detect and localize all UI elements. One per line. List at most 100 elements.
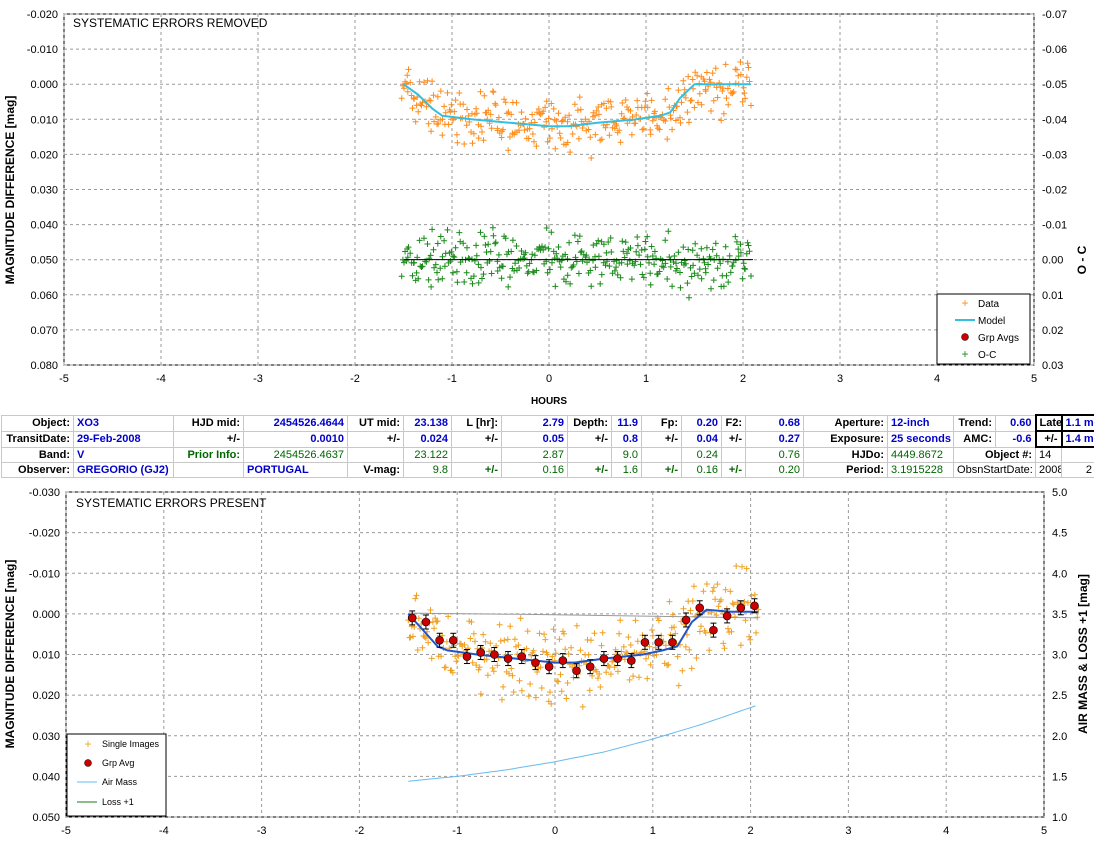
- single-image-point: [549, 653, 556, 660]
- data-point: [481, 92, 488, 99]
- single-image-point: [715, 603, 722, 610]
- single-image-point: [454, 652, 461, 659]
- data-point: [543, 98, 550, 105]
- data-point: [522, 115, 529, 122]
- top-legend-model: Model: [978, 316, 1005, 327]
- oc-point: [691, 270, 698, 277]
- data-point: [473, 105, 480, 112]
- oc-point: [624, 261, 631, 268]
- y-tick-label: 0.050: [32, 812, 60, 824]
- cell: ObsnStartDate:: [953, 462, 1037, 478]
- data-point: [418, 102, 425, 109]
- data-point: [430, 92, 437, 99]
- oc-point: [492, 240, 499, 247]
- oc-point: [659, 257, 666, 264]
- single-image-point: [506, 670, 512, 677]
- single-image-point: [517, 615, 524, 622]
- single-image-point: [497, 638, 504, 644]
- cell: +/-: [347, 430, 404, 448]
- grp-avg-point: [599, 654, 609, 663]
- top-y-label: MAGNITUDE DIFFERENCE [mag]: [3, 96, 17, 285]
- oc-point: [557, 264, 564, 271]
- cell: 23.138: [403, 414, 452, 432]
- oc-point: [452, 244, 459, 251]
- oc-point: [421, 235, 427, 242]
- y2-tick-label: 0.02: [1042, 325, 1063, 337]
- oc-point: [739, 275, 746, 282]
- data-point: [741, 90, 748, 97]
- single-image-point: [579, 703, 586, 710]
- cell: V: [73, 446, 174, 463]
- single-image-point: [686, 646, 693, 653]
- top-grid: [63, 13, 1035, 366]
- data-point: [595, 111, 602, 118]
- single-image-point: [473, 662, 480, 669]
- y2-tick-label: 5.0: [1052, 487, 1067, 499]
- single-image-point: [671, 624, 678, 631]
- oc-point: [533, 267, 540, 274]
- data-point: [619, 100, 626, 106]
- y-tick-label: 0.030: [30, 185, 58, 197]
- data-point: [542, 104, 549, 111]
- oc-point: [508, 248, 515, 255]
- grp-avg-point: [517, 652, 527, 661]
- oc-point: [587, 267, 594, 274]
- single-image-point: [744, 599, 751, 606]
- data-point: [681, 86, 688, 93]
- oc-point: [405, 244, 412, 251]
- top-legend-data-marker: +: [961, 296, 968, 310]
- data-point: [415, 108, 422, 115]
- x-tick-label: 4: [943, 825, 949, 837]
- data-point: [525, 135, 532, 142]
- data-point: [685, 73, 692, 80]
- top-data-series: [398, 59, 754, 161]
- top-y2-label: O - C: [1075, 245, 1089, 274]
- single-image-point: [532, 694, 539, 701]
- oc-point: [546, 266, 553, 273]
- single-image-point: [561, 630, 567, 637]
- oc-point: [529, 251, 536, 258]
- bottom-y2-ticks: 1.0 1.5 2.0 2.5 3.0 3.5 4.0 4.5 5.0: [1052, 487, 1067, 824]
- single-image-point: [728, 628, 735, 635]
- y-tick-label: 0.000: [30, 79, 58, 91]
- data-point: [694, 72, 701, 79]
- data-point: [710, 97, 717, 104]
- single-image-point: [666, 598, 673, 605]
- data-point: [647, 131, 654, 138]
- cell: 0.24: [681, 446, 723, 463]
- oc-point: [450, 253, 457, 260]
- cell: 14: [1035, 446, 1063, 463]
- data-point: [644, 90, 651, 97]
- data-point: [748, 102, 754, 109]
- bottom-legend-single: Single Images: [102, 739, 160, 749]
- cell: 0.27: [745, 430, 805, 448]
- data-point: [463, 122, 470, 129]
- bottom-legend: + Single Images Grp Avg Air Mass Loss +1: [66, 733, 167, 817]
- bottom-legend-airmass: Air Mass: [102, 777, 138, 787]
- oc-point: [618, 259, 625, 266]
- oc-point: [725, 279, 732, 286]
- single-image-point: [511, 636, 518, 643]
- data-point: [618, 110, 625, 117]
- oc-point: [737, 249, 744, 256]
- data-point: [505, 147, 512, 154]
- single-image-point: [626, 676, 633, 683]
- data-point: [722, 61, 729, 68]
- oc-point: [542, 244, 549, 251]
- y2-tick-label: -0.01: [1042, 220, 1067, 232]
- single-image-point: [518, 687, 525, 694]
- top-chart: -0.020-0.0100.0000.0100.0200.0300.0400.0…: [3, 9, 1089, 407]
- data-point: [677, 119, 684, 126]
- top-x-label: HOURS: [531, 396, 567, 407]
- data-point: [439, 116, 446, 123]
- data-point: [737, 71, 744, 78]
- y2-tick-label: 1.5: [1052, 771, 1067, 783]
- cell: -0.6: [995, 430, 1037, 448]
- data-point: [423, 103, 430, 110]
- cell: 11.9: [611, 414, 643, 432]
- single-image-point: [536, 630, 543, 637]
- single-image-point: [722, 586, 729, 593]
- single-image-point: [442, 664, 449, 671]
- data-point: [537, 111, 544, 118]
- oc-point: [742, 266, 749, 273]
